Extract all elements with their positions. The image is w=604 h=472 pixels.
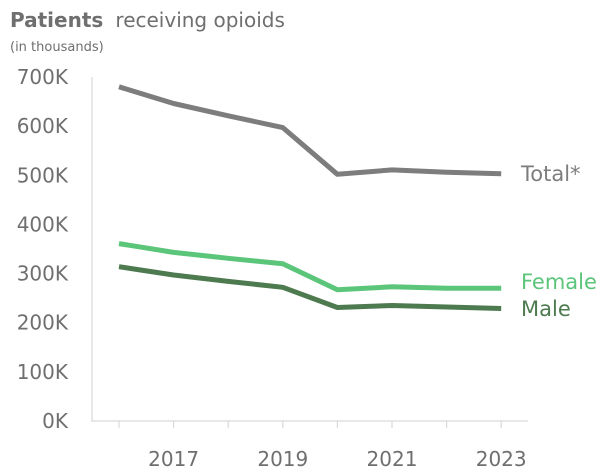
series-label-female: Female bbox=[521, 270, 597, 294]
series-line-male bbox=[118, 264, 502, 311]
series-lines bbox=[118, 84, 502, 311]
y-tick-label: 600K bbox=[17, 114, 69, 138]
series-label-male: Male bbox=[521, 297, 571, 321]
x-tick-label: 2023 bbox=[476, 447, 527, 471]
chart-subtitle: (in thousands) bbox=[10, 40, 104, 55]
chart-title-rest: receiving opioids bbox=[115, 8, 284, 32]
x-tick-label: 2021 bbox=[367, 447, 418, 471]
series-labels: Total* Female Male bbox=[520, 162, 597, 321]
y-tick-label: 100K bbox=[17, 360, 69, 384]
chart-title-bold: Patients bbox=[10, 8, 103, 32]
y-axis-ticks: 0K 100K 200K 300K 400K 500K 600K 700K bbox=[17, 65, 69, 433]
axes bbox=[91, 77, 528, 428]
x-tick-label: 2019 bbox=[257, 447, 308, 471]
x-tick-label: 2017 bbox=[148, 447, 199, 471]
x-axis-ticks: 2017 2019 2021 2023 bbox=[148, 447, 527, 471]
y-tick-label: 500K bbox=[17, 163, 69, 187]
y-tick-label: 300K bbox=[17, 262, 69, 286]
y-tick-label: 200K bbox=[17, 311, 69, 335]
series-line-total bbox=[118, 84, 502, 177]
y-tick-label: 700K bbox=[17, 65, 69, 89]
series-line-female bbox=[118, 241, 502, 293]
chart-title: Patients receiving opioids bbox=[10, 8, 285, 32]
y-tick-label: 400K bbox=[17, 212, 69, 236]
series-label-total: Total* bbox=[520, 162, 581, 186]
y-tick-label: 0K bbox=[42, 409, 69, 433]
